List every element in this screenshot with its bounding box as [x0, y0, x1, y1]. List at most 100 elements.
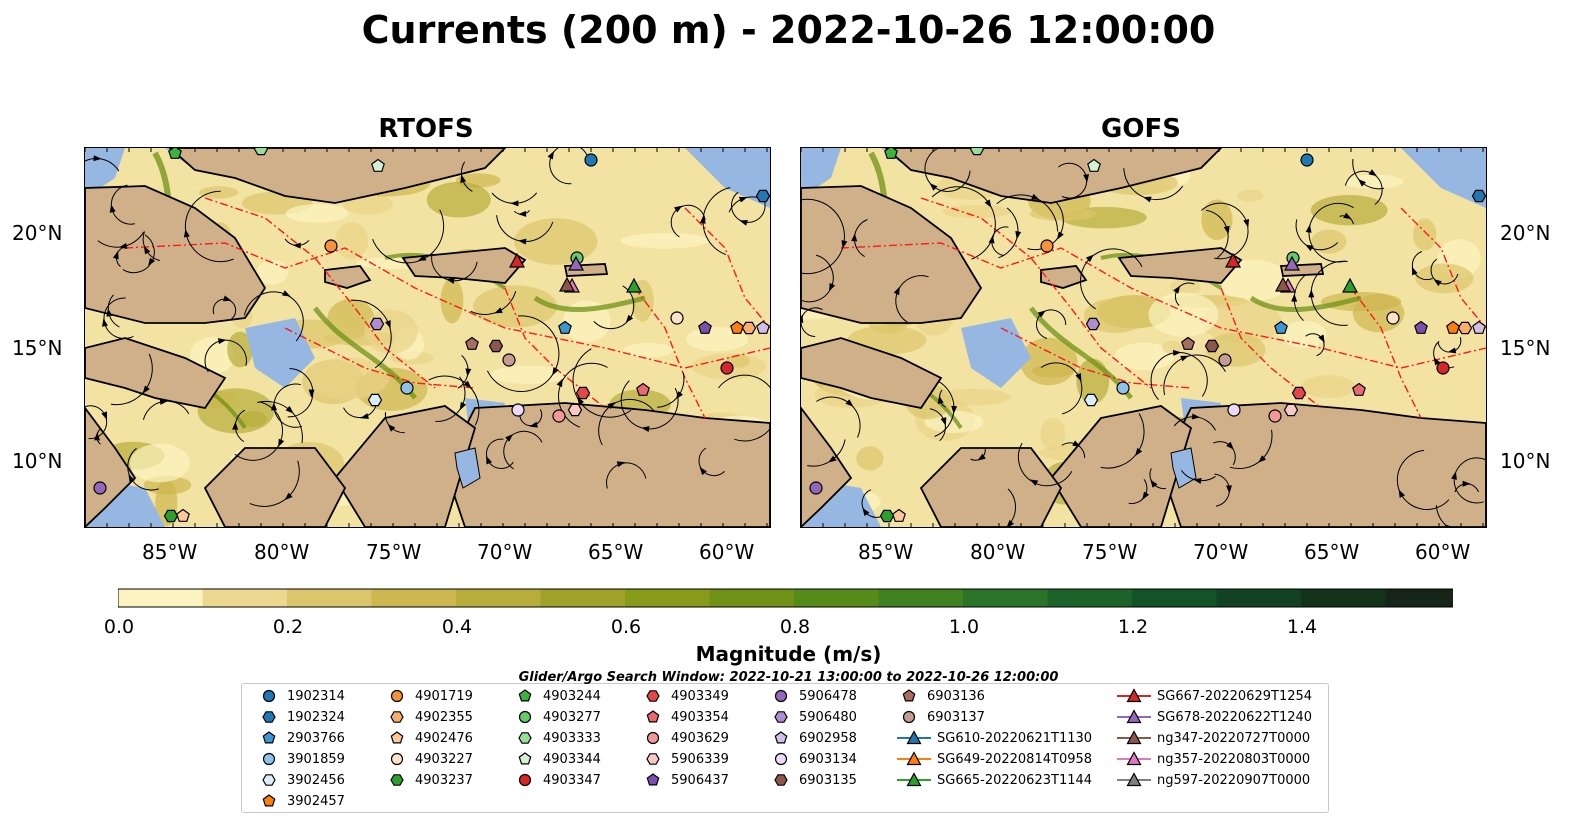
legend-hexagon-icon[interactable] [774, 711, 788, 723]
glider-marker[interactable] [567, 255, 585, 271]
float-marker[interactable] [1204, 339, 1220, 353]
float-marker[interactable] [879, 509, 895, 523]
float-marker[interactable] [969, 148, 985, 156]
float-marker[interactable] [371, 158, 385, 172]
legend-hexagon-icon[interactable] [262, 774, 276, 786]
float-marker[interactable] [1227, 403, 1241, 417]
float-marker[interactable] [809, 481, 823, 495]
legend-hexagon-icon[interactable] [774, 774, 788, 786]
legend-circle-icon[interactable] [518, 773, 532, 787]
legend-hexagon-icon[interactable] [262, 711, 276, 723]
float-marker[interactable] [400, 381, 414, 395]
float-marker[interactable] [1181, 336, 1195, 350]
legend-pentagon-icon[interactable] [262, 731, 276, 744]
legend-pentagon-icon[interactable] [262, 794, 276, 807]
float-marker[interactable] [253, 148, 269, 156]
float-marker[interactable] [369, 317, 385, 331]
float-marker[interactable] [1116, 381, 1130, 395]
legend-pentagon-icon[interactable] [646, 773, 660, 786]
float-marker[interactable] [324, 239, 338, 253]
float-marker[interactable] [698, 320, 712, 334]
legend-circle-icon[interactable] [518, 710, 532, 724]
map-panel-rtofs[interactable] [84, 147, 771, 528]
float-marker[interactable] [1414, 320, 1428, 334]
legend-hexagon-icon[interactable] [518, 732, 532, 744]
float-marker[interactable] [1352, 382, 1366, 396]
legend-pentagon-icon[interactable] [390, 731, 404, 744]
float-marker[interactable] [511, 403, 525, 417]
legend-pentagon-icon[interactable] [518, 752, 532, 765]
float-marker[interactable] [1386, 311, 1400, 325]
float-marker[interactable] [720, 361, 734, 375]
legend-circle-icon[interactable] [262, 689, 276, 703]
float-marker[interactable] [168, 148, 182, 159]
legend-circle-icon[interactable] [646, 731, 660, 745]
float-marker[interactable] [552, 409, 566, 423]
legend-triangle-icon[interactable] [1126, 772, 1142, 787]
float-marker[interactable] [367, 393, 383, 407]
legend-triangle-icon[interactable] [1126, 751, 1142, 766]
legend-triangle-icon[interactable] [906, 730, 922, 745]
glider-marker[interactable] [1283, 255, 1301, 271]
legend-pentagon-icon[interactable] [902, 689, 916, 702]
legend-triangle-icon[interactable] [906, 772, 922, 787]
float-marker[interactable] [1472, 320, 1486, 334]
legend-triangle-icon[interactable] [1126, 730, 1142, 745]
legend-circle-icon[interactable] [774, 752, 788, 766]
float-marker[interactable] [636, 382, 650, 396]
legend-circle-icon[interactable] [262, 752, 276, 766]
legend-hexagon-icon[interactable] [390, 711, 404, 723]
legend-pentagon-icon[interactable] [646, 710, 660, 723]
float-marker[interactable] [1274, 320, 1288, 334]
float-marker[interactable] [176, 508, 190, 522]
float-marker[interactable] [1291, 386, 1307, 400]
float-marker[interactable] [756, 320, 770, 334]
legend-hexagon-icon[interactable] [646, 753, 660, 765]
float-marker[interactable] [502, 353, 516, 367]
float-marker[interactable] [1268, 409, 1282, 423]
float-marker[interactable] [884, 148, 898, 159]
float-marker[interactable] [1457, 321, 1473, 335]
float-marker[interactable] [1471, 189, 1486, 203]
legend-pentagon-icon[interactable] [774, 731, 788, 744]
legend-circle-icon[interactable] [902, 710, 916, 724]
legend-pentagon-icon[interactable] [518, 689, 532, 702]
float-marker[interactable] [575, 386, 591, 400]
legend-triangle-icon[interactable] [1126, 709, 1142, 724]
float-marker[interactable] [93, 481, 107, 495]
float-marker[interactable] [488, 339, 504, 353]
float-marker[interactable] [1436, 361, 1450, 375]
float-marker[interactable] [567, 403, 583, 417]
legend-triangle-icon[interactable] [906, 751, 922, 766]
float-marker[interactable] [892, 508, 906, 522]
glider-marker[interactable] [1274, 276, 1292, 292]
float-marker[interactable] [670, 311, 684, 325]
float-marker[interactable] [1087, 158, 1101, 172]
legend-hexagon-icon[interactable] [390, 774, 404, 786]
map-panel-gofs[interactable] [800, 147, 1487, 528]
legend-hexagon-icon[interactable] [646, 690, 660, 702]
glider-marker[interactable] [1341, 277, 1359, 293]
float-marker[interactable] [1040, 239, 1054, 253]
float-marker[interactable] [755, 189, 770, 203]
float-marker[interactable] [163, 509, 179, 523]
glider-marker[interactable] [1224, 252, 1242, 268]
float-marker[interactable] [1283, 403, 1299, 417]
float-marker[interactable] [584, 153, 598, 167]
float-marker[interactable] [1300, 153, 1314, 167]
float-marker[interactable] [1085, 317, 1101, 331]
glider-marker[interactable] [625, 277, 643, 293]
float-marker[interactable] [465, 336, 479, 350]
float-marker[interactable] [730, 320, 744, 334]
legend-circle-icon[interactable] [390, 689, 404, 703]
legend-circle-icon[interactable] [774, 689, 788, 703]
glider-marker[interactable] [508, 252, 526, 268]
float-marker[interactable] [558, 320, 572, 334]
float-marker[interactable] [1083, 393, 1099, 407]
glider-marker[interactable] [558, 276, 576, 292]
legend-circle-icon[interactable] [390, 752, 404, 766]
float-marker[interactable] [741, 321, 757, 335]
float-marker[interactable] [1446, 320, 1460, 334]
legend-triangle-icon[interactable] [1126, 688, 1142, 703]
float-marker[interactable] [1218, 353, 1232, 367]
